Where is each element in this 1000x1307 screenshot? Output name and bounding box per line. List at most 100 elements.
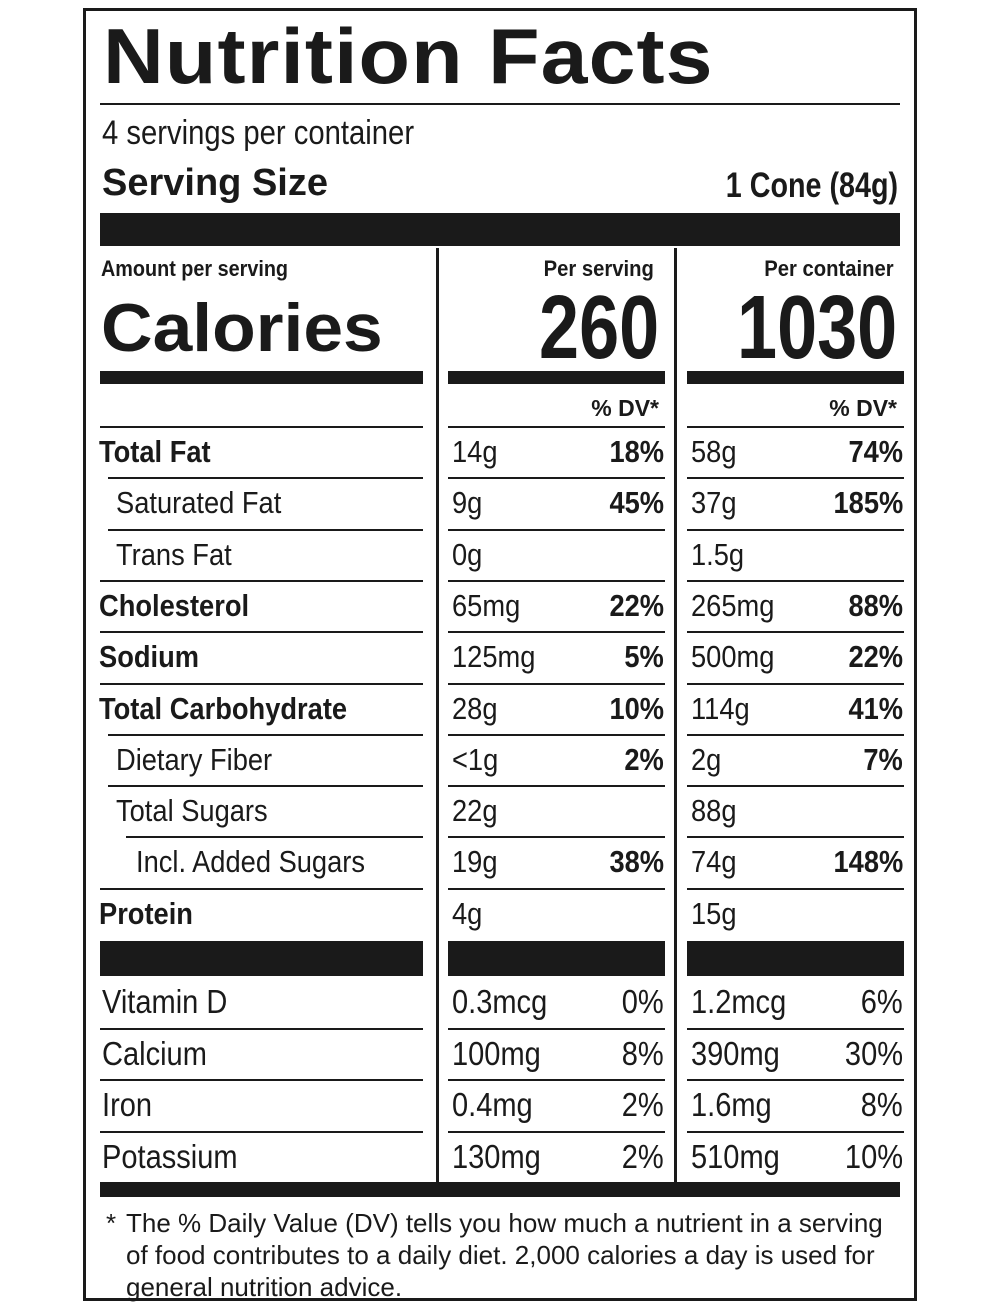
row-rule-left <box>100 682 423 685</box>
nutrient-row: Cholesterol 65mg 22% 265mg 88% <box>86 582 920 633</box>
container-dv: 74% <box>848 434 903 469</box>
row-rule-left <box>108 733 423 736</box>
nutrient-name: Dietary Fiber <box>116 741 273 777</box>
nutrient-row: Total Carbohydrate 28g 10% 114g 41% <box>86 685 920 736</box>
serving-amount: 14g <box>452 434 498 469</box>
serving-amount: 0.4mg <box>452 1086 533 1123</box>
thick-bar-top <box>100 213 900 246</box>
row-rule-left <box>126 836 423 839</box>
serving-dv: 8% <box>622 1034 664 1072</box>
calories-bar-middle <box>448 371 665 384</box>
nutrient-name: Cholesterol <box>99 587 250 623</box>
serving-dv: 38% <box>609 844 664 880</box>
container-dv: 8% <box>861 1086 903 1123</box>
serving-amount: 9g <box>452 485 483 521</box>
nutrient-name: Total Carbohydrate <box>99 690 348 726</box>
vitamin-row: Potassium 130mg 2% 510mg 10% <box>86 1133 920 1184</box>
calories-per-serving: 260 <box>538 278 659 378</box>
nutrition-facts-label: Nutrition Facts 4 servings per container… <box>83 8 920 1303</box>
serving-amount: 100mg <box>452 1034 541 1072</box>
row-rule-right <box>687 836 904 839</box>
serving-amount: 28g <box>452 690 498 726</box>
row-rule-middle <box>448 477 665 480</box>
dv-header-serving: % DV* <box>591 395 659 421</box>
per-container-header: Per container <box>764 256 894 281</box>
container-amount: 88g <box>691 793 737 829</box>
serving-amount: 125mg <box>452 639 536 675</box>
dv-rule-right <box>687 426 904 428</box>
calories-per-container: 1030 <box>736 278 897 378</box>
row-rule-middle <box>448 579 665 582</box>
row-rule-middle <box>448 528 665 531</box>
container-dv: 22% <box>848 639 903 675</box>
vitamin-bar-right <box>687 941 904 976</box>
container-amount: 390mg <box>691 1034 780 1072</box>
container-amount: 1.6mg <box>691 1086 772 1123</box>
container-amount: 74g <box>691 844 737 880</box>
nutrient-name: Sodium <box>99 639 200 675</box>
nutrient-row: Dietary Fiber <1g 2% 2g 7% <box>86 736 920 787</box>
calories-label: Calories <box>101 290 383 366</box>
row-rule-middle <box>448 1130 665 1133</box>
container-dv: 10% <box>844 1137 903 1175</box>
nutrient-name: Protein <box>99 895 193 931</box>
dv-rule-middle <box>448 426 665 428</box>
thick-bar-bottom <box>100 1182 900 1197</box>
nutrient-name: Saturated Fat <box>116 485 282 521</box>
row-rule-left <box>100 579 423 582</box>
row-rule-right <box>687 733 904 736</box>
vitamin-bar-middle <box>448 941 665 976</box>
row-rule-left <box>108 785 423 788</box>
footnote-star: * <box>106 1208 117 1238</box>
calories-bar-right <box>687 371 904 384</box>
container-amount: 500mg <box>691 639 775 675</box>
nutrient-name: Total Fat <box>99 434 211 469</box>
container-dv: 185% <box>833 485 903 521</box>
amount-per-serving: Amount per serving <box>101 256 289 281</box>
row-rule-right <box>687 1027 904 1030</box>
nutrient-row: Protein 4g 15g <box>86 890 920 941</box>
serving-dv: 2% <box>622 1086 664 1123</box>
row-rule-middle <box>448 631 665 634</box>
nutrient-name: Total Sugars <box>116 793 268 829</box>
serving-amount: <1g <box>452 741 499 777</box>
row-rule-left <box>100 1079 423 1081</box>
nutrient-name: Iron <box>102 1086 153 1123</box>
serving-dv: 2% <box>622 1137 664 1175</box>
container-amount: 58g <box>691 434 737 469</box>
serving-amount: 22g <box>452 793 498 829</box>
row-rule-right <box>687 528 904 531</box>
nutrient-row: Incl. Added Sugars 19g 38% 74g 148% <box>86 838 920 889</box>
nutrient-row: Trans Fat 0g 1.5g <box>86 531 920 582</box>
nutrient-row: Sodium 125mg 5% 500mg 22% <box>86 633 920 684</box>
row-rule-left <box>100 887 423 890</box>
row-rule-middle <box>448 733 665 736</box>
serving-size-value: 1 Cone (84g) <box>725 166 898 205</box>
row-rule-right <box>687 631 904 634</box>
row-rule-left <box>100 631 423 634</box>
vitamin-row: Iron 0.4mg 2% 1.6mg 8% <box>86 1081 920 1132</box>
footnote: * The % Daily Value (DV) tells you how m… <box>106 1207 906 1303</box>
nutrient-row: Saturated Fat 9g 45% 37g 185% <box>86 479 920 530</box>
container-amount: 1.2mcg <box>691 983 787 1020</box>
column-divider-2 <box>674 248 677 1190</box>
serving-dv: 10% <box>609 690 664 726</box>
row-rule-middle <box>448 1027 665 1030</box>
container-amount: 2g <box>691 741 722 777</box>
container-dv: 41% <box>848 690 903 726</box>
row-rule-right <box>687 887 904 890</box>
title-divider <box>100 103 900 105</box>
row-rule-right <box>687 682 904 685</box>
container-dv: 6% <box>861 983 903 1020</box>
serving-dv: 18% <box>609 434 664 469</box>
row-rule-middle <box>448 785 665 788</box>
row-rule-middle <box>448 682 665 685</box>
row-rule-right <box>687 1130 904 1133</box>
container-amount: 114g <box>691 690 750 726</box>
container-dv: 148% <box>833 844 903 880</box>
nutrient-row: Total Sugars 22g 88g <box>86 787 920 838</box>
nutrient-name: Vitamin D <box>102 983 228 1020</box>
serving-amount: 19g <box>452 844 498 880</box>
nutrient-name: Calcium <box>102 1034 207 1072</box>
calories-bar-left <box>100 371 423 384</box>
